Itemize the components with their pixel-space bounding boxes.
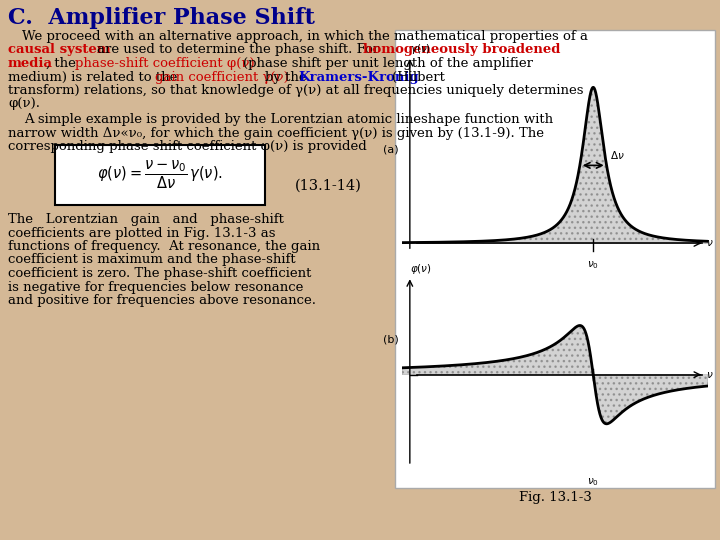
Text: C.  Amplifier Phase Shift: C. Amplifier Phase Shift xyxy=(8,7,315,29)
Text: $\nu$: $\nu$ xyxy=(706,238,714,248)
Text: by the: by the xyxy=(265,71,307,84)
Text: (a): (a) xyxy=(383,145,399,155)
Text: media: media xyxy=(8,57,53,70)
Text: (Hilbert: (Hilbert xyxy=(392,71,445,84)
Text: phase-shift coefficient φ(ν): phase-shift coefficient φ(ν) xyxy=(75,57,255,70)
Text: A simple example is provided by the Lorentzian atomic lineshape function with: A simple example is provided by the Lore… xyxy=(24,113,553,126)
Text: coefficient is zero. The phase-shift coefficient: coefficient is zero. The phase-shift coe… xyxy=(8,267,311,280)
Text: (b): (b) xyxy=(383,335,399,345)
Text: $\nu_0$: $\nu_0$ xyxy=(588,259,599,271)
Text: narrow width Δν«ν₀, for which the gain coefficient γ(ν) is given by (13.1-9). Th: narrow width Δν«ν₀, for which the gain c… xyxy=(8,126,544,139)
Text: (13.1-14): (13.1-14) xyxy=(295,179,362,193)
Text: φ(ν).: φ(ν). xyxy=(8,98,40,111)
Text: $\Delta\nu$: $\Delta\nu$ xyxy=(611,148,625,161)
Text: homogeneously broadened: homogeneously broadened xyxy=(363,44,560,57)
Text: coefficients are plotted in Fig. 13.1-3 as: coefficients are plotted in Fig. 13.1-3 … xyxy=(8,226,276,240)
Text: corresponding phase shift coefficient φ(ν) is provided: corresponding phase shift coefficient φ(… xyxy=(8,140,366,153)
Text: $\gamma(\nu)$: $\gamma(\nu)$ xyxy=(410,42,431,56)
Text: $\nu$: $\nu$ xyxy=(706,370,714,380)
Text: $\varphi(\nu)$: $\varphi(\nu)$ xyxy=(410,262,431,276)
Text: Kramers-Kronig: Kramers-Kronig xyxy=(298,71,418,84)
Bar xyxy=(395,30,715,488)
Text: causal system: causal system xyxy=(8,44,111,57)
Bar xyxy=(55,145,265,205)
Text: $\nu_0$: $\nu_0$ xyxy=(588,476,599,488)
Text: , the: , the xyxy=(46,57,76,70)
Text: We proceed with an alternative approach, in which the mathematical properties of: We proceed with an alternative approach,… xyxy=(22,30,588,43)
Text: and positive for frequencies above resonance.: and positive for frequencies above reson… xyxy=(8,294,316,307)
Text: are used to determine the phase shift. For: are used to determine the phase shift. F… xyxy=(97,44,379,57)
Text: is negative for frequencies below resonance: is negative for frequencies below resona… xyxy=(8,280,303,294)
Text: (phase shift per unit length of the amplifier: (phase shift per unit length of the ampl… xyxy=(243,57,533,70)
Text: medium) is related to the: medium) is related to the xyxy=(8,71,177,84)
Text: functions of frequency.  At resonance, the gain: functions of frequency. At resonance, th… xyxy=(8,240,320,253)
Text: coefficient is maximum and the phase-shift: coefficient is maximum and the phase-shi… xyxy=(8,253,296,267)
Text: transform) relations, so that knowledge of γ(ν) at all frequencies uniquely dete: transform) relations, so that knowledge … xyxy=(8,84,583,97)
Text: gain coefficient γ(ν): gain coefficient γ(ν) xyxy=(155,71,289,84)
Text: Fig. 13.1-3: Fig. 13.1-3 xyxy=(518,491,591,504)
Text: The   Lorentzian   gain   and   phase-shift: The Lorentzian gain and phase-shift xyxy=(8,213,284,226)
Text: $\varphi(\nu) = \dfrac{\nu - \nu_0}{\Delta\nu}\,\gamma(\nu).$: $\varphi(\nu) = \dfrac{\nu - \nu_0}{\Del… xyxy=(97,159,223,191)
